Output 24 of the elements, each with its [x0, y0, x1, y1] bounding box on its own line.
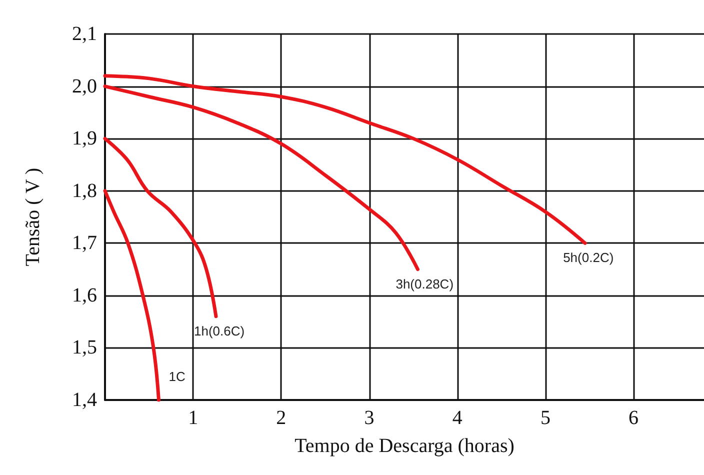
line-series [103, 74, 587, 245]
y-tick-label: 1,9 [72, 128, 97, 150]
y-tick-label: 1,5 [72, 336, 97, 359]
x-tick-label: 6 [628, 407, 639, 429]
y-tick-label: 1,6 [72, 284, 97, 306]
y-tick-label: 2,0 [72, 75, 97, 98]
line-series [103, 189, 160, 402]
y-tick-label: 1,8 [72, 180, 97, 202]
series-label: 3h(0.28C) [396, 276, 454, 292]
x-tick-label: 1 [188, 407, 198, 429]
x-tick-label: 2 [276, 407, 286, 429]
series-label: 5h(0.2C) [563, 250, 614, 266]
x-tick-label: 3 [364, 407, 374, 429]
x-tick-label: 5 [540, 407, 550, 429]
line-series [103, 84, 420, 272]
line-series [103, 136, 218, 318]
y-tick-label: 2,1 [72, 23, 97, 45]
y-tick-label: 1,7 [72, 232, 97, 254]
x-tick-label: 4 [452, 407, 462, 429]
y-tick-label: 1,4 [72, 389, 97, 411]
y-axis-title: Tensão ( V ) [22, 168, 44, 266]
x-axis-title: Tempo de Descarga (horas) [294, 435, 514, 457]
series-label: 1C [168, 369, 186, 384]
series-label: 1h(0.6C) [194, 323, 245, 338]
